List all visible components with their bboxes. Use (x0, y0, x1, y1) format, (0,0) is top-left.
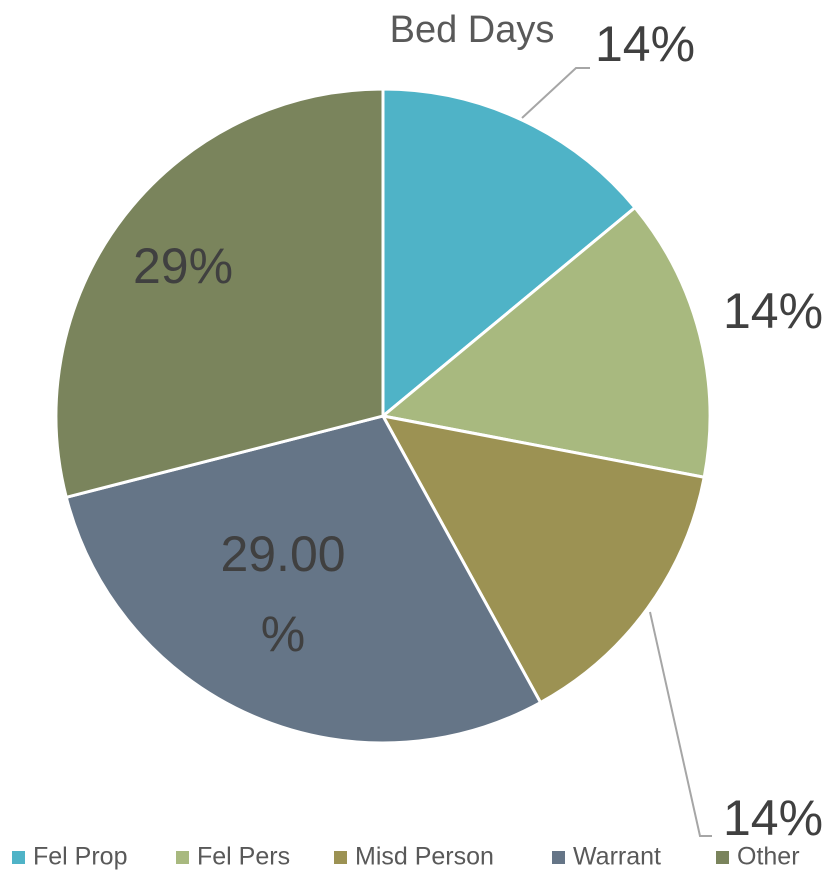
data-label: 29.00% (220, 526, 345, 662)
data-label: 29% (133, 238, 233, 294)
legend-swatch (12, 851, 25, 864)
chart-title: Bed Days (390, 9, 555, 51)
legend-swatch (716, 851, 729, 864)
data-label: 14% (595, 16, 695, 72)
leader-line (521, 67, 590, 119)
legend-label: Fel Prop (33, 843, 127, 871)
legend-swatch (176, 851, 189, 864)
leader-line (649, 611, 712, 837)
legend-swatch (552, 851, 565, 864)
legend-swatch (334, 851, 347, 864)
pie-slice (64, 414, 543, 745)
pie-slice (379, 205, 712, 480)
legend-label: Misd Person (355, 843, 494, 871)
legend-label: Fel Pers (197, 843, 290, 871)
data-label: 14% (723, 283, 823, 339)
pie-slice (380, 413, 706, 705)
pie-slice (381, 87, 638, 420)
pie-slice (54, 87, 385, 500)
data-label: 14% (723, 790, 823, 846)
legend-label: Warrant (573, 843, 661, 871)
legend-label: Other (737, 843, 800, 871)
